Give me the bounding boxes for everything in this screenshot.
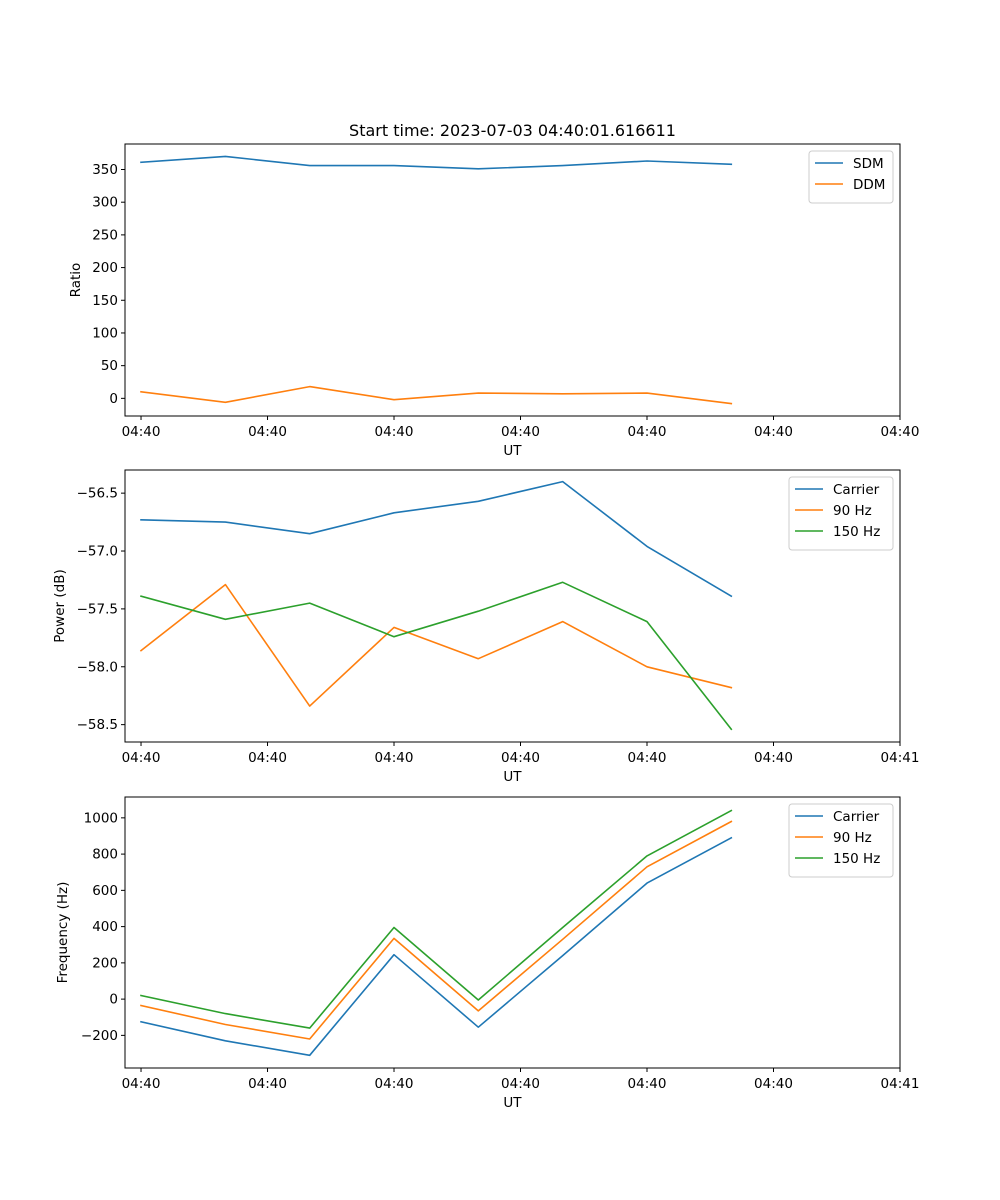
- x-tick-label: 04:40: [881, 424, 920, 440]
- x-tick-label: 04:40: [754, 1076, 793, 1092]
- y-tick-label: −58.0: [77, 659, 118, 675]
- x-tick-label: 04:40: [501, 750, 540, 766]
- x-tick-label: 04:40: [628, 750, 667, 766]
- y-tick-label: −57.0: [77, 544, 118, 560]
- x-tick-label: 04:40: [628, 424, 667, 440]
- x-tick-label: 04:40: [248, 1076, 287, 1092]
- series-line-carrier: [140, 480, 733, 598]
- x-tick-label: 04:40: [501, 424, 540, 440]
- x-tick-label: 04:40: [122, 1076, 161, 1092]
- legend-label: 90 Hz: [833, 503, 872, 519]
- y-tick-label: −58.5: [77, 717, 118, 733]
- legend-box: [808, 150, 894, 204]
- panel-3: −200 0 200 400 600 800 1000 04:40 04:40 04:40 04:4…: [55, 796, 920, 1111]
- x-tick-label: 04:40: [501, 1076, 540, 1092]
- y-tick-label: −56.5: [77, 486, 118, 502]
- x-tick-label: 04:40: [375, 750, 414, 766]
- series-line-90-hz: [140, 820, 733, 1040]
- x-tick-label: 04:40: [628, 1076, 667, 1092]
- panel-1: 0 50 100 150 200 250 300 350 04:40 04:40 04:40 04:4…: [68, 143, 920, 459]
- series-line-150-hz: [140, 809, 733, 1029]
- x-tick-label: 04:40: [375, 1076, 414, 1092]
- x-tick-label: 04:40: [375, 424, 414, 440]
- series-line-carrier: [140, 836, 733, 1057]
- y-axis-label: Frequency (Hz): [55, 882, 71, 984]
- series-line-150-hz: [140, 581, 733, 731]
- legend-label: 150 Hz: [833, 851, 880, 867]
- axes-frame: [124, 469, 901, 743]
- panel-2: −58.5 −58.0 −57.5 −57.0 −56.5 04:40 04:40 04:40…: [52, 469, 920, 785]
- legend: Carrier 90 Hz 150 Hz: [788, 803, 894, 878]
- x-tick-label: 04:40: [248, 424, 287, 440]
- y-tick-label: 100: [92, 325, 118, 341]
- y-axis-label: Ratio: [68, 263, 84, 298]
- series-line-ddm: [140, 385, 733, 405]
- x-tick-label: 04:41: [881, 1076, 920, 1092]
- y-tick-label: −200: [81, 1028, 118, 1044]
- x-axis-label: UT: [503, 769, 522, 785]
- series-line-90-hz: [139, 583, 733, 707]
- y-tick-label: 1000: [84, 810, 118, 826]
- y-tick-label: −57.5: [77, 601, 118, 617]
- y-tick-label: 400: [92, 919, 118, 935]
- y-tick-label: 800: [92, 847, 118, 863]
- y-tick-label: 200: [92, 955, 118, 971]
- y-tick-label: 300: [92, 195, 118, 211]
- x-axis-label: UT: [503, 443, 522, 459]
- axes-frame: [124, 796, 901, 1069]
- y-tick-label: 50: [101, 358, 118, 374]
- x-axis-label: UT: [503, 1095, 522, 1111]
- legend-label: 90 Hz: [833, 830, 872, 846]
- axes-frame: [124, 143, 901, 417]
- y-tick-label: 200: [92, 260, 118, 276]
- x-tick-label: 04:41: [881, 750, 920, 766]
- x-tick-label: 04:40: [248, 750, 287, 766]
- x-tick-label: 04:40: [122, 424, 161, 440]
- legend: Carrier 90 Hz 150 Hz: [788, 476, 894, 551]
- figure-title: Start time: 2023-07-03 04:40:01.616611: [349, 121, 676, 140]
- y-axis-label: Power (dB): [52, 569, 68, 642]
- y-tick-label: 0: [109, 992, 118, 1008]
- legend-label: Carrier: [833, 482, 880, 498]
- panels-container: 0 50 100 150 200 250 300 350 04:40 04:40 04:40 04:4…: [52, 143, 920, 1111]
- legend-label: DDM: [853, 177, 885, 193]
- series-line-sdm: [140, 155, 733, 170]
- y-tick-label: 250: [92, 227, 118, 243]
- y-tick-label: 150: [92, 293, 118, 309]
- x-tick-label: 04:40: [754, 424, 793, 440]
- legend-label: Carrier: [833, 809, 880, 825]
- y-tick-label: 600: [92, 883, 118, 899]
- legend: SDM DDM: [808, 150, 894, 204]
- legend-label: SDM: [853, 156, 884, 172]
- x-tick-label: 04:40: [122, 750, 161, 766]
- y-tick-label: 0: [109, 391, 118, 407]
- y-tick-label: 350: [92, 162, 118, 178]
- legend-label: 150 Hz: [833, 524, 880, 540]
- x-tick-label: 04:40: [754, 750, 793, 766]
